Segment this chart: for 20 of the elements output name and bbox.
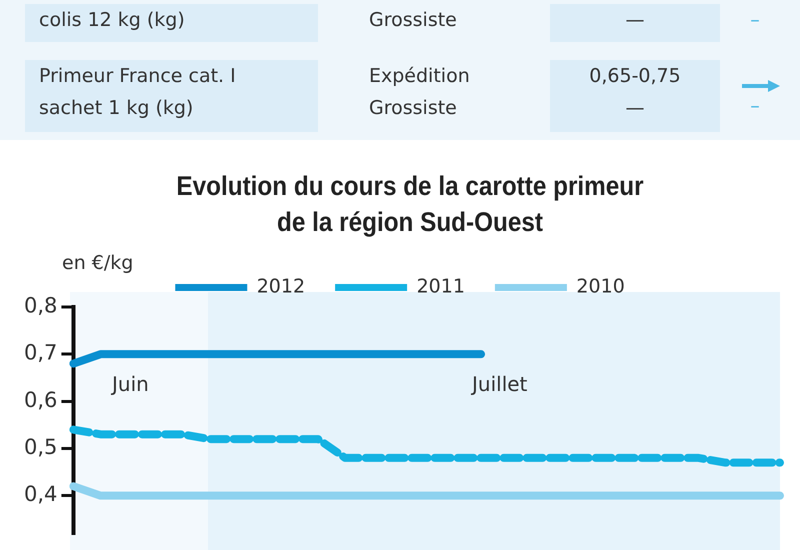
text: — (550, 4, 720, 42)
legend-label: 2012 (256, 275, 306, 298)
chart-title: Evolution du cours de la carotte primeur de la région Sud-Ouest (176, 170, 644, 239)
y-tick-label: 0,7 (24, 340, 58, 365)
legend-label: 2010 (576, 275, 625, 298)
text: colis 12 kg (kg) (25, 4, 318, 42)
y-axis-title: en €/kg (62, 252, 134, 274)
text: Grossiste (368, 8, 458, 33)
y-tick-label: 0,5 (24, 434, 58, 459)
text: – (749, 8, 761, 33)
text: Expédition Grossiste (368, 64, 471, 121)
y-tick-label: 0,6 (24, 388, 58, 412)
y-tick-label: 0,4 (24, 482, 58, 506)
annotation: Juillet (472, 372, 528, 396)
text: – (749, 94, 761, 119)
annotation: Juin (112, 372, 149, 396)
legend-label: 2011 (416, 275, 465, 298)
y-tick-label: 0,8 (24, 293, 58, 318)
text: Primeur France cat. I sachet 1 kg (kg) (25, 60, 318, 132)
text: 0,65-0,75 — (550, 60, 720, 132)
